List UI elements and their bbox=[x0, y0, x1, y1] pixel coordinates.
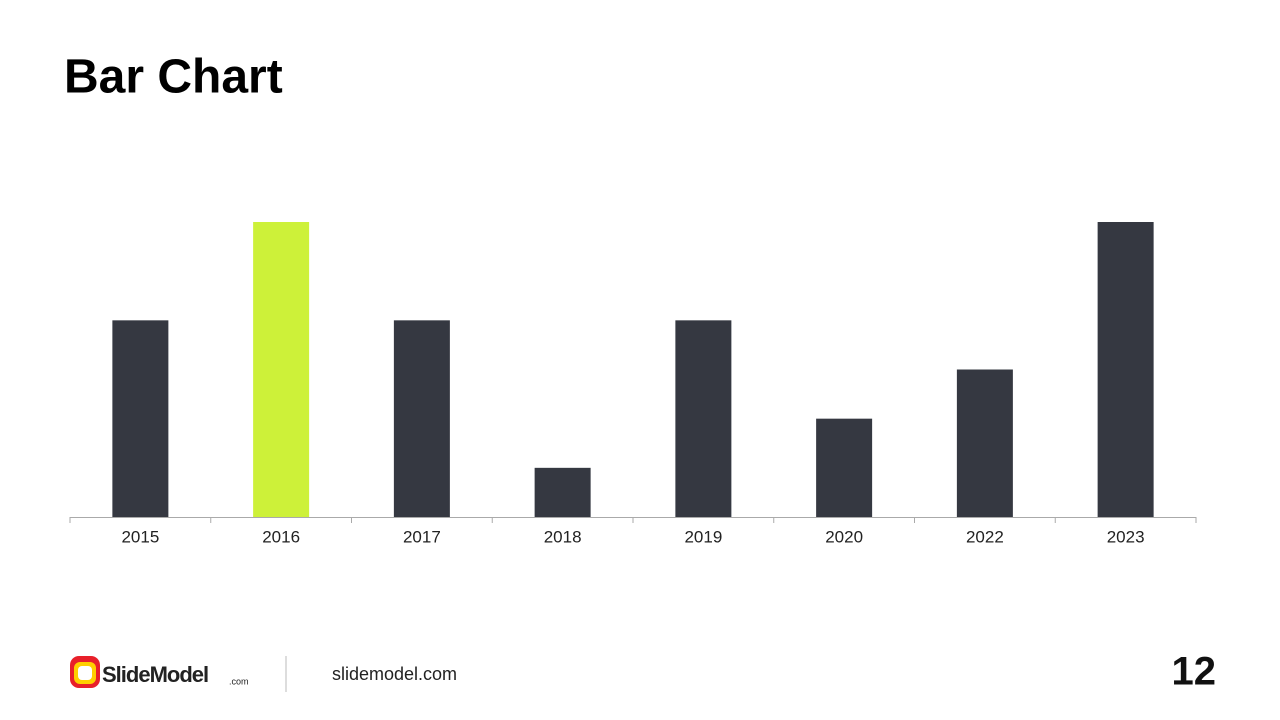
bar bbox=[1097, 222, 1154, 517]
bar bbox=[393, 320, 450, 517]
bar bbox=[534, 467, 591, 517]
x-tick-label: 2017 bbox=[403, 527, 441, 546]
bar bbox=[675, 320, 732, 517]
x-tick-label: 2022 bbox=[966, 527, 1004, 546]
bar bbox=[956, 369, 1013, 517]
x-tick-label: 2019 bbox=[684, 527, 722, 546]
logo-suffix: .com bbox=[229, 676, 249, 686]
x-tick-label: 2023 bbox=[1107, 527, 1145, 546]
x-tick-label: 2020 bbox=[825, 527, 863, 546]
bar bbox=[112, 320, 169, 517]
x-tick-label: 2018 bbox=[544, 527, 582, 546]
chart-title: Bar Chart bbox=[64, 51, 283, 104]
x-tick-label: 2016 bbox=[262, 527, 300, 546]
bar bbox=[816, 418, 873, 517]
x-tick-label: 2015 bbox=[121, 527, 159, 546]
bar bbox=[253, 222, 310, 517]
logo-icon bbox=[70, 656, 100, 688]
logo-text: SlideModel bbox=[102, 662, 208, 687]
footer-url: slidemodel.com bbox=[332, 664, 457, 684]
page-number: 12 bbox=[1172, 650, 1217, 694]
